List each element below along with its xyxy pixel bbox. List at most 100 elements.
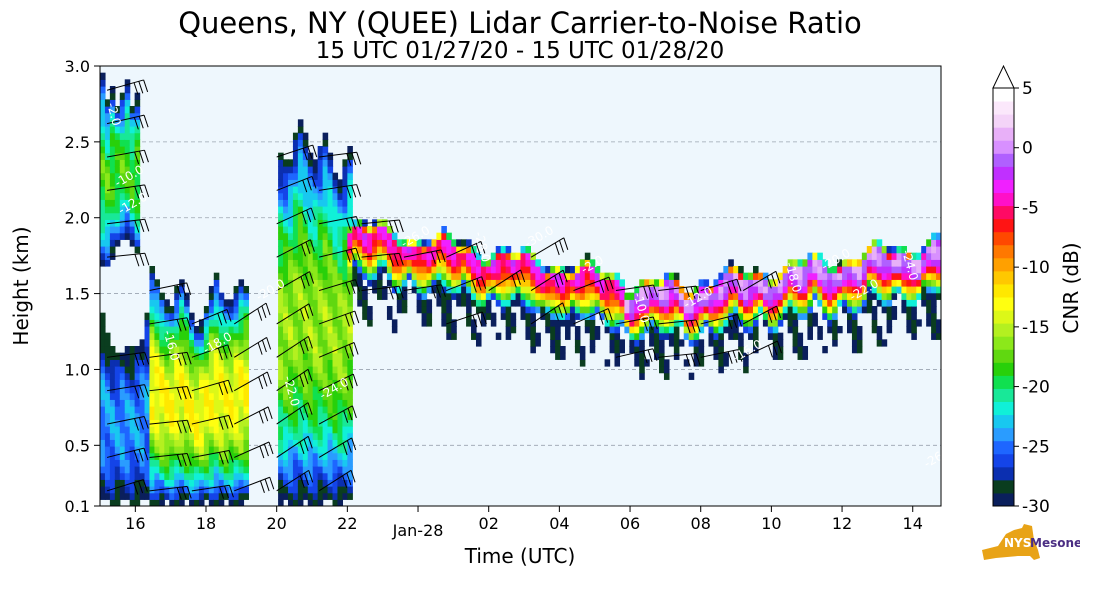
cnr-cell xyxy=(817,299,823,307)
cnr-cell xyxy=(871,252,878,260)
cnr-cell xyxy=(673,339,680,347)
cnr-cell xyxy=(827,286,833,294)
cnr-cell xyxy=(302,352,309,360)
cnr-cell xyxy=(436,286,442,294)
cnr-cell xyxy=(287,172,294,180)
cnr-cell xyxy=(297,319,304,327)
cnr-cell xyxy=(278,399,284,407)
cnr-cell xyxy=(302,146,309,154)
cnr-cell xyxy=(421,252,428,260)
cnr-cell xyxy=(461,299,467,307)
cnr-cell xyxy=(327,352,334,360)
cnr-cell xyxy=(708,332,715,340)
cnr-cell xyxy=(174,359,180,367)
cnr-cell xyxy=(327,286,334,294)
cnr-cell xyxy=(193,352,200,360)
cnr-cell xyxy=(193,499,200,506)
cnr-cell xyxy=(936,326,941,334)
cnr-cell xyxy=(189,312,195,320)
cnr-cell xyxy=(104,492,111,500)
cnr-cell xyxy=(475,266,482,274)
cnr-cell xyxy=(109,372,116,380)
cnr-cell xyxy=(243,292,250,300)
colorbar-swatch xyxy=(993,127,1014,141)
cnr-cell xyxy=(807,319,813,327)
cnr-cell xyxy=(337,266,344,274)
cnr-cell xyxy=(347,339,353,347)
cnr-cell xyxy=(139,372,146,380)
cnr-cell xyxy=(198,366,205,374)
cnr-cell xyxy=(100,326,106,334)
cnr-cell xyxy=(317,272,324,280)
cnr-cell xyxy=(347,419,353,427)
cnr-cell xyxy=(466,292,472,300)
cnr-cell xyxy=(109,399,116,407)
cnr-cell xyxy=(624,312,630,320)
cnr-cell xyxy=(644,306,650,314)
cnr-cell xyxy=(189,459,195,467)
cnr-cell xyxy=(129,166,136,174)
cnr-cell xyxy=(154,479,160,487)
cnr-cell xyxy=(827,326,833,334)
cnr-cell xyxy=(698,346,705,354)
cnr-cell xyxy=(367,279,373,287)
cnr-cell xyxy=(312,166,319,174)
cnr-cell xyxy=(352,259,358,267)
cnr-cell xyxy=(322,346,329,354)
cnr-cell xyxy=(708,286,715,294)
cnr-cell xyxy=(352,252,358,260)
cnr-cell xyxy=(233,446,240,454)
cnr-cell xyxy=(312,159,319,167)
cnr-cell xyxy=(228,412,235,420)
cnr-cell xyxy=(174,492,180,500)
cnr-cell xyxy=(278,352,284,360)
cnr-cell xyxy=(149,379,156,387)
cnr-cell xyxy=(164,452,170,460)
cnr-cell xyxy=(866,252,873,260)
wind-barb xyxy=(234,336,272,358)
cnr-cell xyxy=(391,239,398,247)
cnr-cell xyxy=(466,259,472,267)
cnr-cell xyxy=(753,339,759,347)
colorbar-tick-label: 5 xyxy=(1022,79,1033,99)
cnr-cell xyxy=(416,252,423,260)
cnr-cell xyxy=(510,312,517,320)
cnr-cell xyxy=(411,279,418,287)
cnr-cell xyxy=(243,299,250,307)
cnr-cell xyxy=(114,152,121,160)
cnr-cell xyxy=(134,352,141,360)
cnr-cell xyxy=(292,479,299,487)
cnr-cell xyxy=(100,399,106,407)
cnr-cell xyxy=(100,139,106,147)
cnr-cell xyxy=(164,466,170,474)
cnr-cell xyxy=(287,359,294,367)
cnr-cell xyxy=(856,286,863,294)
cnr-cell xyxy=(297,432,304,440)
cnr-cell xyxy=(426,312,433,320)
cnr-cell xyxy=(129,492,136,500)
cnr-cell xyxy=(184,459,190,467)
cnr-cell xyxy=(287,159,294,167)
cnr-cell xyxy=(327,466,334,474)
cnr-cell xyxy=(837,259,843,267)
cnr-cell xyxy=(807,272,813,280)
wind-barb xyxy=(234,302,271,325)
cnr-cell xyxy=(129,372,136,380)
cnr-cell xyxy=(609,306,616,314)
cnr-cell xyxy=(124,439,131,447)
cnr-cell xyxy=(159,332,165,340)
cnr-cell xyxy=(807,332,813,340)
cnr-cell xyxy=(278,339,284,347)
cnr-cell xyxy=(109,239,116,247)
cnr-cell xyxy=(451,266,457,274)
cnr-cell xyxy=(391,286,398,294)
cnr-cell xyxy=(891,246,898,254)
cnr-cell xyxy=(604,286,611,294)
cnr-cell xyxy=(678,286,685,294)
wind-barb xyxy=(107,252,150,267)
cnr-cell xyxy=(891,306,898,314)
cnr-cell xyxy=(119,492,126,500)
cnr-cell xyxy=(589,332,596,340)
cnr-cell xyxy=(871,286,878,294)
cnr-cell xyxy=(322,172,329,180)
